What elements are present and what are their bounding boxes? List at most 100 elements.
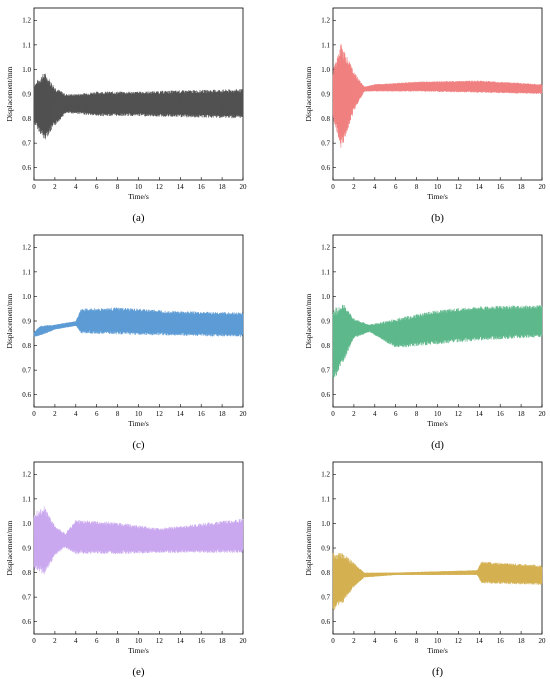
y-tick-label: 0.6 [22, 164, 31, 172]
y-axis-title: Displacement/mm [5, 66, 14, 121]
x-tick-label: 4 [74, 410, 78, 418]
chart-panel-6: 0 2 4 6 8 10 12 14 16 18 20 0.6 0.7 0.8 0.9 1.0 1.1 1.2 Ti… [304, 461, 547, 678]
x-tick-label: 20 [240, 637, 248, 645]
y-tick-label: 0.6 [321, 618, 330, 626]
series-line [33, 307, 244, 338]
x-tick-label: 10 [434, 410, 442, 418]
x-tick-label: 14 [476, 183, 484, 191]
x-tick-label: 2 [352, 637, 356, 645]
y-tick-label: 0.6 [321, 391, 330, 399]
x-axis-title: Time/s [427, 192, 448, 201]
y-tick-label: 0.8 [321, 342, 330, 350]
y-tick-label: 1.1 [22, 268, 31, 276]
x-tick-label: 6 [95, 637, 99, 645]
x-tick-label: 2 [352, 410, 356, 418]
y-tick-label: 0.9 [22, 90, 31, 98]
y-axis-title: Displacement/mm [304, 520, 313, 575]
x-tick-label: 20 [539, 410, 547, 418]
y-axis-title: Displacement/mm [5, 293, 14, 348]
y-tick-label: 0.7 [321, 140, 330, 148]
x-tick-label: 12 [455, 410, 463, 418]
x-tick-label: 8 [415, 410, 419, 418]
chart-panel-3: 0 2 4 6 8 10 12 14 16 18 20 0.6 0.7 0.8 0.9 1.0 1.1 1.2 Ti… [5, 234, 247, 451]
x-tick-label: 14 [177, 183, 185, 191]
series-line [332, 304, 543, 379]
y-tick-label: 1.1 [22, 495, 31, 503]
x-tick-label: 2 [53, 637, 57, 645]
x-tick-label: 4 [373, 637, 377, 645]
chart-panel-1: 0 2 4 6 8 10 12 14 16 18 20 0.6 0.7 0.8 0.9 1.0 1.1 1.2 Ti… [5, 7, 247, 224]
chart-panel-5: 0 2 4 6 8 10 12 14 16 18 20 0.6 0.7 0.8 0.9 1.0 1.1 1.2 Ti… [5, 461, 248, 678]
series-line [33, 506, 244, 575]
x-tick-label: 20 [539, 183, 547, 191]
x-tick-label: 14 [177, 637, 185, 645]
x-tick-label: 12 [455, 183, 463, 191]
x-tick-label: 8 [415, 183, 419, 191]
chart-panel-4: 0 2 4 6 8 10 12 14 16 18 20 0.6 0.7 0.8 0.9 1.0 1.1 1.2 Ti… [304, 234, 547, 451]
panel-caption: (c) [132, 439, 145, 451]
x-tick-label: 18 [219, 410, 227, 418]
x-tick-label: 18 [518, 183, 526, 191]
x-axis-title: Time/s [427, 419, 448, 428]
y-tick-label: 0.9 [321, 90, 330, 98]
x-tick-label: 18 [219, 637, 227, 645]
y-tick-label: 1.1 [321, 268, 330, 276]
y-tick-label: 0.6 [321, 164, 330, 172]
x-tick-label: 10 [434, 183, 442, 191]
x-tick-label: 6 [394, 637, 398, 645]
y-axis-title: Displacement/mm [304, 66, 313, 121]
y-axis-title: Displacement/mm [5, 520, 14, 575]
y-tick-label: 0.7 [321, 594, 330, 602]
x-tick-label: 16 [497, 410, 505, 418]
plot-frame [332, 7, 543, 181]
x-tick-label: 0 [32, 637, 36, 645]
x-tick-label: 8 [415, 637, 419, 645]
panel-caption: (b) [431, 212, 444, 224]
x-tick-label: 16 [497, 183, 505, 191]
panel-caption: (a) [132, 212, 145, 224]
series-line [33, 73, 244, 140]
y-tick-label: 1.1 [22, 41, 31, 49]
x-tick-label: 8 [116, 410, 120, 418]
x-tick-label: 16 [497, 637, 505, 645]
y-tick-label: 1.1 [321, 495, 330, 503]
y-tick-label: 0.8 [321, 115, 330, 123]
y-axis-title: Displacement/mm [304, 293, 313, 348]
panel-caption: (e) [132, 666, 145, 678]
x-tick-label: 14 [476, 410, 484, 418]
x-tick-label: 10 [135, 637, 143, 645]
x-tick-label: 0 [331, 410, 335, 418]
x-tick-label: 12 [156, 637, 164, 645]
chart-panel-2: 0 2 4 6 8 10 12 14 16 18 20 0.6 0.7 0.8 0.9 1.0 1.1 1.2 Ti… [304, 7, 547, 224]
series-line [332, 43, 543, 148]
y-tick-label: 1.2 [321, 17, 330, 25]
x-tick-label: 10 [135, 183, 143, 191]
x-tick-label: 6 [394, 183, 398, 191]
x-tick-label: 2 [53, 183, 57, 191]
x-tick-label: 20 [539, 637, 547, 645]
panel-caption: (f) [432, 666, 443, 678]
y-tick-label: 1.1 [321, 41, 330, 49]
y-tick-label: 0.7 [22, 367, 31, 375]
y-tick-label: 1.0 [321, 66, 330, 74]
y-tick-label: 1.2 [321, 471, 330, 479]
x-tick-label: 18 [518, 637, 526, 645]
x-tick-label: 4 [74, 637, 78, 645]
x-tick-label: 12 [156, 410, 164, 418]
x-axis-title: Time/s [128, 646, 149, 655]
y-tick-label: 0.7 [321, 367, 330, 375]
y-tick-label: 0.8 [22, 569, 31, 577]
x-tick-label: 16 [198, 410, 206, 418]
x-tick-label: 0 [32, 183, 36, 191]
y-tick-label: 0.8 [22, 115, 31, 123]
y-tick-label: 1.2 [22, 244, 31, 252]
x-tick-label: 4 [373, 183, 377, 191]
plot-frame [332, 461, 543, 635]
x-tick-label: 14 [177, 410, 185, 418]
panel-caption: (d) [431, 439, 444, 451]
y-tick-label: 0.7 [22, 594, 31, 602]
y-tick-label: 0.9 [321, 317, 330, 325]
x-tick-label: 2 [53, 410, 57, 418]
y-tick-label: 0.8 [22, 342, 31, 350]
